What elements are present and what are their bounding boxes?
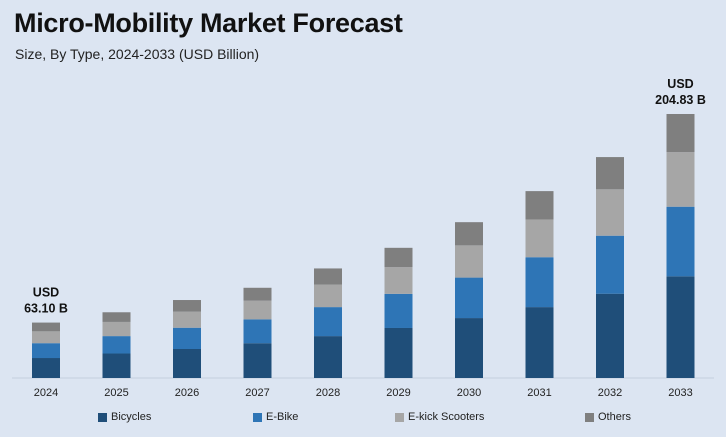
bar-segment-bicycles-2027	[243, 343, 272, 378]
bar-segment-bicycles-2031	[525, 307, 554, 378]
legend-item-others: Others	[585, 411, 631, 423]
bar-segment-bicycles-2033	[666, 276, 695, 378]
bar-segment-bicycles-2028	[314, 336, 342, 378]
x-tick-label-2025: 2025	[104, 387, 128, 399]
bar-segment-bicycles-2024	[32, 358, 60, 378]
bar-segment-e-kick-scooters-2032	[596, 189, 624, 236]
bar-segment-e-bike-2026	[173, 327, 201, 349]
x-tick-label-2024: 2024	[34, 387, 58, 399]
bar-segment-e-kick-scooters-2029	[384, 267, 413, 294]
x-tick-label-2031: 2031	[527, 387, 551, 399]
bar-segment-e-kick-scooters-2024	[32, 331, 60, 344]
bar-segment-bicycles-2030	[455, 318, 483, 378]
legend-swatch-e-bike	[253, 412, 262, 422]
legend-swatch-e-kick-scooters	[395, 412, 404, 422]
bar-segment-e-bike-2030	[455, 277, 483, 319]
bar-segment-e-kick-scooters-2025	[102, 321, 131, 337]
x-tick-label-2029: 2029	[386, 387, 410, 399]
bar-segment-e-bike-2027	[243, 319, 272, 344]
bar-segment-others-2033	[666, 113, 695, 153]
bar-segment-others-2032	[596, 157, 624, 190]
legend-item-e-bike: E-Bike	[253, 411, 298, 423]
bar-segment-e-bike-2029	[384, 293, 413, 328]
bar-segment-bicycles-2032	[596, 293, 624, 378]
bar-segment-others-2028	[314, 268, 342, 285]
total-label-currency-2024: USD	[33, 286, 59, 300]
x-tick-label-2028: 2028	[316, 387, 340, 399]
bar-segment-e-kick-scooters-2030	[455, 245, 483, 278]
bar-segment-e-bike-2032	[596, 235, 624, 294]
bar-segment-e-kick-scooters-2027	[243, 300, 272, 320]
bar-segment-others-2026	[173, 300, 201, 312]
x-tick-label-2027: 2027	[245, 387, 269, 399]
bar-segment-bicycles-2026	[173, 349, 201, 378]
legend-label-others: Others	[598, 411, 632, 423]
bar-segment-bicycles-2025	[102, 353, 131, 378]
legend-label-bicycles: Bicycles	[111, 411, 152, 423]
bar-segment-others-2025	[102, 312, 131, 322]
x-tick-label-2030: 2030	[457, 387, 481, 399]
total-label-value-2024: 63.10 B	[24, 302, 68, 316]
x-tick-label-2033: 2033	[668, 387, 692, 399]
chart-title: Micro-Mobility Market Forecast	[14, 8, 403, 38]
bar-segment-e-kick-scooters-2026	[173, 311, 201, 328]
bar-segment-others-2030	[455, 222, 483, 246]
total-label-value-2033: 204.83 B	[655, 93, 706, 107]
bar-segment-others-2029	[384, 247, 413, 268]
bar-segment-e-bike-2031	[525, 257, 554, 308]
legend-label-e-kick-scooters: E-kick Scooters	[408, 411, 485, 423]
bar-segment-e-kick-scooters-2028	[314, 284, 342, 308]
legend-item-bicycles: Bicycles	[98, 411, 151, 423]
bar-segment-e-kick-scooters-2033	[666, 152, 695, 207]
total-label-currency-2033: USD	[667, 77, 693, 91]
bar-segment-e-bike-2028	[314, 307, 342, 337]
x-tick-label-2032: 2032	[598, 387, 622, 399]
x-tick-label-2026: 2026	[175, 387, 199, 399]
bar-segment-e-bike-2024	[32, 343, 60, 359]
bar-segment-e-bike-2025	[102, 336, 131, 354]
legend-swatch-bicycles	[98, 412, 107, 422]
bar-segment-e-bike-2033	[666, 206, 695, 277]
bar-segment-others-2024	[32, 322, 60, 332]
bar-segment-e-kick-scooters-2031	[525, 219, 554, 258]
legend-item-e-kick-scooters: E-kick Scooters	[395, 411, 484, 423]
chart-subtitle: Size, By Type, 2024-2033 (USD Billion)	[15, 46, 260, 62]
bar-segment-others-2031	[525, 191, 554, 220]
bar-segment-others-2027	[243, 287, 272, 301]
legend-swatch-others	[585, 412, 594, 422]
bar-segment-bicycles-2029	[384, 327, 413, 378]
chart-legend: Bicycles E-Bike E-kick Scooters Others	[0, 411, 726, 429]
legend-label-e-bike: E-Bike	[266, 411, 299, 423]
